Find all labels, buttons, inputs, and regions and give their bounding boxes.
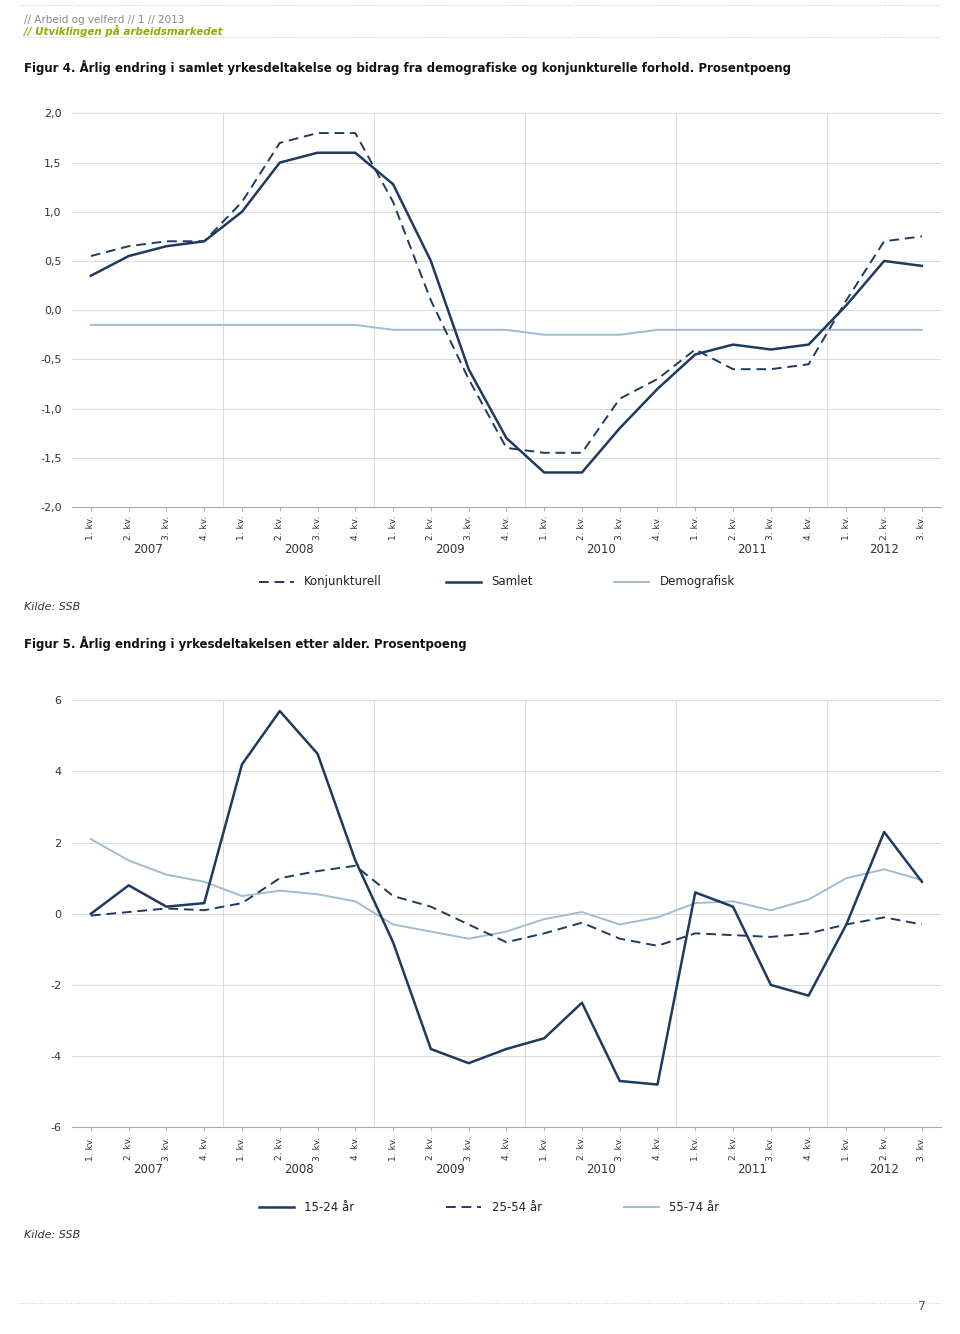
Text: 2007: 2007 xyxy=(132,543,162,556)
Text: Figur 4. Årlig endring i samlet yrkesdeltakelse og bidrag fra demografiske og ko: Figur 4. Årlig endring i samlet yrkesdel… xyxy=(24,60,791,75)
Text: 2012: 2012 xyxy=(869,543,900,556)
Text: 2009: 2009 xyxy=(435,1163,465,1177)
Text: Demografisk: Demografisk xyxy=(660,575,734,588)
Text: // Arbeid og velferd // 1 // 2013: // Arbeid og velferd // 1 // 2013 xyxy=(24,15,184,24)
Text: // Utviklingen på arbeidsmarkedet: // Utviklingen på arbeidsmarkedet xyxy=(24,25,223,37)
Text: 2010: 2010 xyxy=(586,1163,615,1177)
Text: 55-74 år: 55-74 år xyxy=(669,1201,719,1214)
Text: 2007: 2007 xyxy=(132,1163,162,1177)
Text: Samlet: Samlet xyxy=(492,575,533,588)
Text: 7: 7 xyxy=(919,1301,926,1313)
Text: 2011: 2011 xyxy=(737,543,767,556)
Text: Kilde: SSB: Kilde: SSB xyxy=(24,1230,81,1239)
Text: 25-54 år: 25-54 år xyxy=(492,1201,541,1214)
Text: 2008: 2008 xyxy=(284,543,314,556)
Text: 2012: 2012 xyxy=(869,1163,900,1177)
Text: Konjunkturell: Konjunkturell xyxy=(304,575,382,588)
Text: Figur 5. Årlig endring i yrkesdeltakelsen etter alder. Prosentpoeng: Figur 5. Årlig endring i yrkesdeltakelse… xyxy=(24,636,467,651)
Text: 2011: 2011 xyxy=(737,1163,767,1177)
Text: Kilde: SSB: Kilde: SSB xyxy=(24,602,81,611)
Text: 2009: 2009 xyxy=(435,543,465,556)
Text: 2010: 2010 xyxy=(586,543,615,556)
Text: 2008: 2008 xyxy=(284,1163,314,1177)
Text: 15-24 år: 15-24 år xyxy=(304,1201,354,1214)
